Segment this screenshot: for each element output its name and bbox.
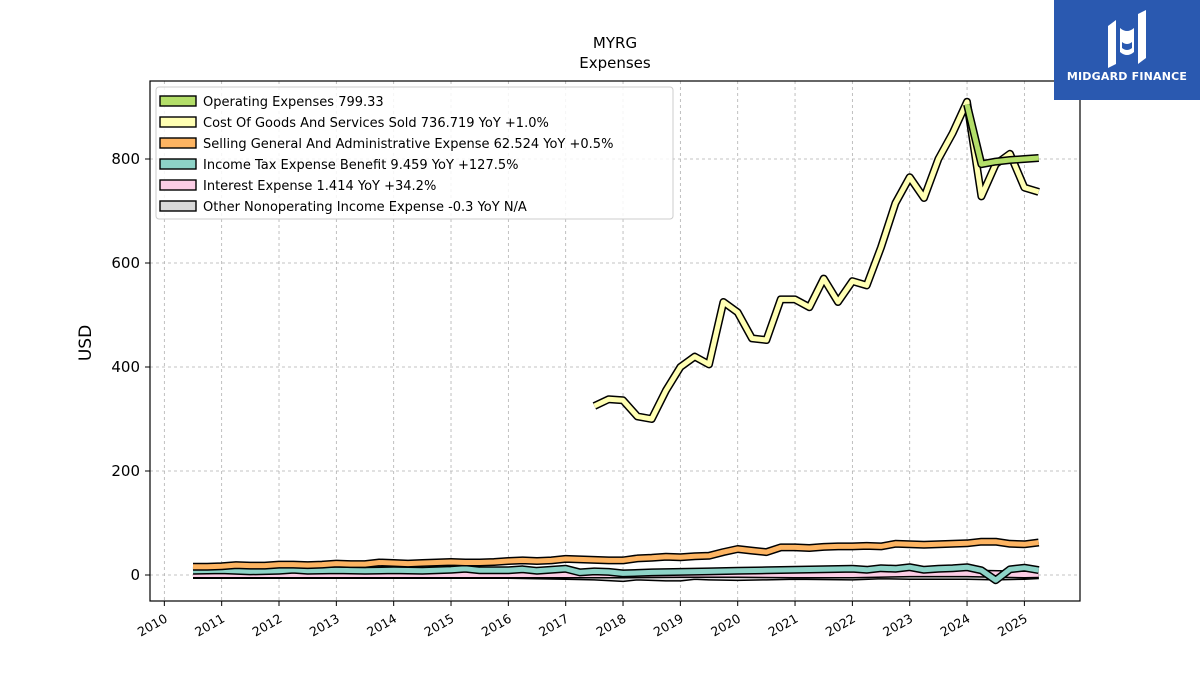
x-tick-label: 2012 (249, 611, 284, 640)
x-tick-label: 2022 (823, 611, 858, 640)
x-tick-label: 2016 (479, 611, 514, 640)
x-tick-label: 2010 (135, 611, 170, 640)
legend-box (155, 86, 674, 220)
legend-label: Cost Of Goods And Services Sold 736.719 … (203, 116, 549, 131)
brand-mark-icon (1108, 10, 1146, 68)
legend-label: Operating Expenses 799.33 (203, 95, 384, 110)
legend-swatch (159, 137, 197, 149)
x-tick-label: 2020 (708, 611, 743, 640)
y-tick-label: 400 (111, 358, 140, 376)
x-tick-label: 2019 (651, 611, 686, 640)
x-tick-label: 2011 (192, 611, 227, 640)
x-tick-label: 2014 (364, 611, 399, 640)
y-tick-label: 600 (111, 254, 140, 272)
plot-frame (149, 80, 1081, 602)
legend-label: Selling General And Administrative Expen… (203, 137, 613, 152)
legend-swatch (159, 116, 197, 128)
series-line-selling-general-and-administrative-expense (193, 539, 1040, 570)
legend-swatch (159, 95, 197, 107)
y-tick-label: 0 (130, 566, 140, 584)
legend-label: Interest Expense 1.414 YoY +34.2% (203, 179, 436, 194)
legend-label: Income Tax Expense Benefit 9.459 YoY +12… (203, 158, 518, 173)
legend: Operating Expenses 799.33 Cost Of Goods A… (155, 86, 674, 220)
x-tick-label: 2024 (937, 611, 972, 640)
y-tick-label: 800 (111, 150, 140, 168)
brand-logo: MIDGARD FINANCE (1054, 0, 1200, 100)
x-tick-label: 2013 (307, 611, 342, 640)
legend-label: Other Nonoperating Income Expense -0.3 Y… (203, 200, 527, 215)
x-tick-label: 2018 (593, 611, 628, 640)
series-layer (192, 97, 1040, 585)
x-tick-label: 2017 (536, 611, 571, 640)
x-tick-label: 2025 (995, 611, 1030, 640)
y-axis-label: USD (76, 325, 96, 361)
x-tick-label: 2023 (880, 611, 915, 640)
chart-subtitle: Expenses (579, 54, 651, 72)
brand-name: MIDGARD FINANCE (1066, 70, 1188, 83)
x-tick-label: 2021 (765, 611, 800, 640)
legend-swatch (159, 158, 197, 170)
x-tick-label: 2015 (421, 611, 456, 640)
series-line-operating-expenses (964, 103, 1039, 167)
legend-swatch (159, 179, 197, 191)
series-line-income-tax-expense-benefit (192, 564, 1040, 583)
y-tick-label: 200 (111, 462, 140, 480)
legend-swatch (159, 200, 197, 212)
chart-title: MYRG (593, 34, 637, 52)
